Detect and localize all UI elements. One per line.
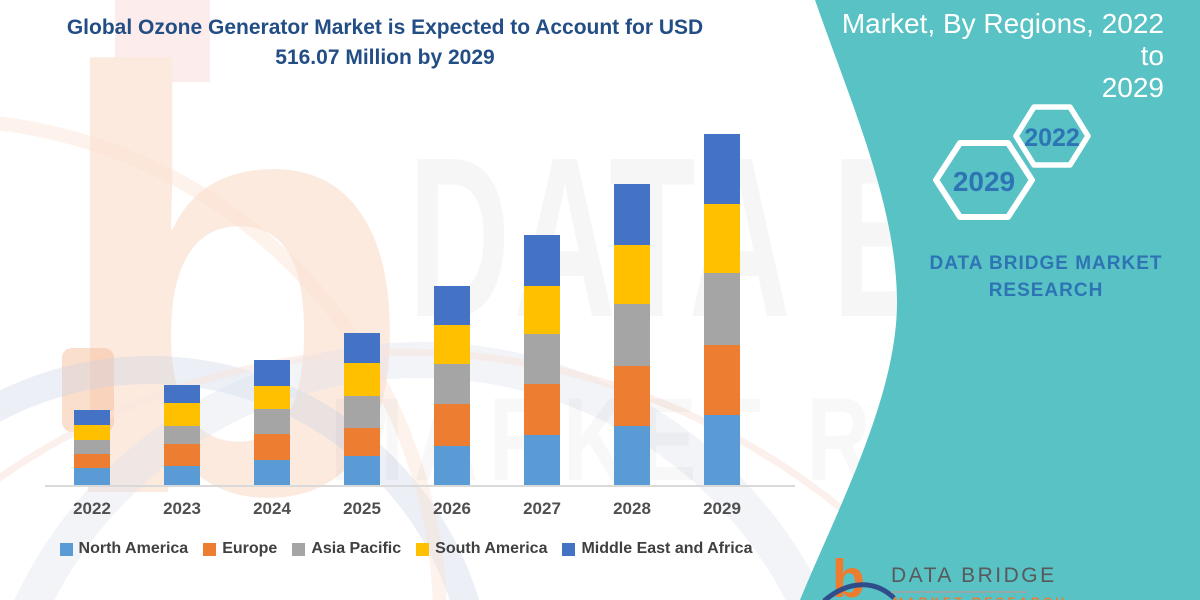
bar-segment-2023-south-america <box>164 402 200 427</box>
footer-logo-tagline: MARKET RESEARCH <box>893 595 1068 600</box>
x-tick-label-2022: 2022 <box>73 499 111 518</box>
plot-area <box>74 134 740 486</box>
bar-segment-2024-asia-pacific <box>254 409 290 435</box>
hexagon-2029-icon <box>933 140 1035 220</box>
bar-segment-2028-middle-east-and-africa <box>614 184 650 246</box>
bar-segment-2022-asia-pacific <box>74 440 110 454</box>
footer-logo-underline <box>891 591 1027 593</box>
bar-segment-2029-europe <box>704 344 740 416</box>
legend-swatch-icon <box>562 542 576 556</box>
bar-segment-2026-south-america <box>434 324 470 365</box>
bar-segment-2029-south-america <box>704 204 740 274</box>
legend-swatch-icon <box>59 542 73 556</box>
bar-segment-2027-south-america <box>524 285 560 335</box>
chart-title-line1: Global Ozone Generator Market is Expecte… <box>66 16 704 39</box>
hexagon-2022-label: 2022 <box>1024 124 1080 152</box>
legend-item-south-america: South America <box>416 540 547 558</box>
legend-item-north-america: North America <box>59 540 189 558</box>
legend-item-europe: Europe <box>203 540 277 558</box>
bar-segment-2024-south-america <box>254 385 290 410</box>
watermark-arc-icon <box>0 348 939 600</box>
x-tick-label-2023: 2023 <box>163 499 201 518</box>
teal-shape <box>800 0 1200 600</box>
bar-segment-2026-europe <box>434 403 470 446</box>
x-tick-label-2029: 2029 <box>703 499 741 518</box>
bar-segment-2025-middle-east-and-africa <box>344 333 380 363</box>
bar-segment-2027-middle-east-and-africa <box>524 235 560 286</box>
legend-item-asia-pacific: Asia Pacific <box>292 540 401 558</box>
bar-segment-2029-middle-east-and-africa <box>704 134 740 205</box>
panel-header: Market, By Regions, 2022 to 2029 <box>834 8 1164 104</box>
bar-segment-2024-europe <box>254 434 290 461</box>
x-tick-label-2027: 2027 <box>523 499 561 518</box>
bar-segment-2028-asia-pacific <box>614 303 650 366</box>
bar-segment-2025-europe <box>344 427 380 456</box>
bar-segment-2022-north-america <box>74 467 110 486</box>
bar-segment-2025-north-america <box>344 455 380 486</box>
watermark-big-b-letter: b <box>48 0 415 600</box>
bar-segment-2028-south-america <box>614 245 650 304</box>
panel-header-line2: 2029 <box>1101 72 1164 103</box>
bar-segment-2028-north-america <box>614 425 650 486</box>
legend-swatch-icon <box>203 542 217 556</box>
bar-segment-2023-middle-east-and-africa <box>164 385 200 403</box>
x-tick-label-2025: 2025 <box>343 499 381 518</box>
x-tick-label-2028: 2028 <box>613 499 651 518</box>
bar-segment-2025-south-america <box>344 362 380 396</box>
bar-segment-2027-europe <box>524 384 560 436</box>
watermark-circle-icon <box>14 342 826 600</box>
bar-segment-2023-europe <box>164 444 200 467</box>
chart-title-line2: 516.07 Million by 2029 <box>275 46 495 69</box>
bar-segment-2025-asia-pacific <box>344 395 380 428</box>
footer-logo-name: DATA BRIDGE <box>891 564 1057 587</box>
legend-label: North America <box>78 540 189 557</box>
legend-swatch-icon <box>292 542 306 556</box>
bar-segment-2026-asia-pacific <box>434 364 470 404</box>
bar-segment-2022-south-america <box>74 425 110 441</box>
bar-segment-2027-north-america <box>524 435 560 486</box>
bar-segment-2024-north-america <box>254 460 290 486</box>
footer-logo: b <box>822 549 896 600</box>
legend-label: Middle East and Africa <box>581 540 753 557</box>
bar-segment-2027-asia-pacific <box>524 334 560 385</box>
panel-header-line1: Market, By Regions, 2022 to <box>841 8 1164 71</box>
bar-segment-2022-middle-east-and-africa <box>74 410 110 426</box>
bar-segment-2029-asia-pacific <box>704 273 740 345</box>
bar-segment-2029-north-america <box>704 415 740 486</box>
legend-label: Asia Pacific <box>311 540 402 557</box>
legend-item-middle-east-and-africa: Middle East and Africa <box>562 540 752 558</box>
chart-title: Global Ozone Generator Market is Expecte… <box>32 13 738 73</box>
chart-legend: North America Europe Asia Pacific South Ame… <box>40 538 772 560</box>
panel-brand-text: DATA BRIDGE MARKET RESEARCH <box>896 250 1196 304</box>
x-axis-line <box>45 485 795 487</box>
bar-segment-2023-north-america <box>164 466 200 486</box>
watermark-pink-band <box>115 0 210 82</box>
watermark-circle-icon <box>0 356 480 600</box>
bar-segment-2023-asia-pacific <box>164 426 200 445</box>
bar-segment-2026-middle-east-and-africa <box>434 285 470 325</box>
legend-label: Europe <box>222 540 278 557</box>
legend-label: South America <box>435 540 548 557</box>
x-tick-label-2024: 2024 <box>253 499 291 518</box>
bar-segment-2022-europe <box>74 453 110 468</box>
footer-logo-swoosh-icon <box>822 582 896 600</box>
hexagon-2029-label: 2029 <box>952 166 1016 197</box>
bar-segment-2024-middle-east-and-africa <box>254 360 290 386</box>
legend-swatch-icon <box>416 542 430 556</box>
bar-segment-2026-north-america <box>434 445 470 486</box>
bar-segment-2028-europe <box>614 365 650 426</box>
panel-brand-line1: DATA BRIDGE MARKET <box>929 253 1163 274</box>
x-tick-label-2026: 2026 <box>433 499 471 518</box>
panel-brand-line2: RESEARCH <box>988 280 1104 301</box>
hexagon-2022-icon <box>1013 104 1091 168</box>
